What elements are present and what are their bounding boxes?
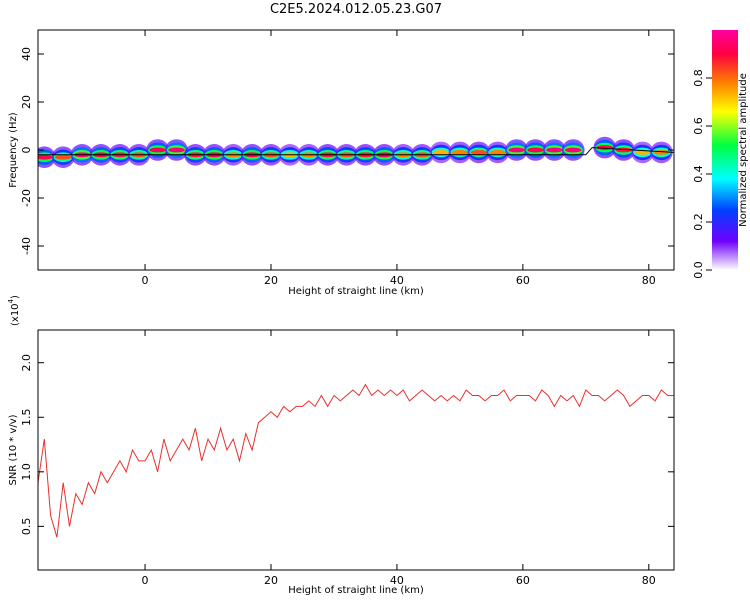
x-tick-label: 60 (516, 574, 530, 587)
snr-frame (37, 329, 675, 571)
colorbar-tick-label: 0.4 (692, 165, 705, 183)
heatmap-cell (38, 154, 53, 160)
figure-title: C2E5.2024.012.05.23.G07 (270, 2, 442, 17)
y-tick-label: 20 (20, 95, 33, 109)
colorbar-tick-label: 0.8 (692, 69, 705, 87)
snr-multiplier-close: ) (10, 295, 21, 299)
snr-panel: 0 20 40 60 80 0.5 1.0 1.5 2.0 Height of straight… (7, 295, 675, 596)
colorbar: 0.0 0.2 0.4 0.6 0.8 Normalized spectral ampl… (692, 30, 749, 279)
y-tick-label: 0 (20, 147, 33, 154)
heatmap-cell (489, 150, 506, 155)
x-tick-label: 40 (390, 274, 404, 287)
colorbar-tick-label: 0.0 (692, 261, 705, 279)
heatmap-cell (149, 147, 166, 153)
spectrogram-ticks: 0 20 40 60 80 -40 -20 0 20 40 (20, 30, 674, 287)
spectrogram-xlabel: Height of straight line (km) (288, 286, 424, 297)
snr-ticks: 0 20 40 60 80 0.5 1.0 1.5 2.0 (20, 330, 674, 587)
snr-ylabel: SNR (10 * v/v) (8, 414, 19, 485)
colorbar-tick-label: 0.2 (692, 213, 705, 231)
spectrogram-panel: 0 20 40 60 80 -40 -20 0 20 40 Height of straight … (8, 29, 675, 297)
heatmap-cell (470, 150, 487, 155)
snr-multiplier-base: (x10 (10, 303, 21, 326)
track-lines (38, 147, 674, 156)
track-line (38, 147, 674, 156)
heatmap-cell (565, 147, 582, 153)
heatmap-cell (508, 147, 525, 153)
y-tick-label: 2.0 (20, 354, 33, 372)
snr-line (38, 383, 674, 538)
y-tick-label: -20 (20, 189, 33, 207)
x-tick-label: 80 (642, 274, 656, 287)
colorbar-ticks: 0.0 0.2 0.4 0.6 0.8 (692, 69, 712, 279)
snr-series (38, 383, 674, 538)
y-tick-label: 1.5 (20, 409, 33, 427)
x-tick-label: 0 (142, 274, 149, 287)
heatmap-cell (168, 147, 185, 153)
snr-multiplier-exp: 4 (7, 298, 15, 303)
y-tick-label: 0.5 (20, 518, 33, 536)
snr-xlabel: Height of straight line (km) (288, 585, 424, 596)
heatmap-cell (432, 150, 450, 155)
snr-multiplier: (x104) (7, 295, 21, 326)
x-tick-label: 0 (142, 574, 149, 587)
heatmap-cell (527, 147, 544, 153)
x-tick-label: 20 (264, 274, 278, 287)
colorbar-gradient (712, 30, 738, 270)
heatmap-cell (451, 150, 469, 155)
colorbar-label: Normalized spectral amplitude (738, 73, 749, 227)
spectrogram-ylabel: Frequency (Hz) (8, 112, 19, 188)
x-tick-label: 80 (642, 574, 656, 587)
x-tick-label: 60 (516, 274, 530, 287)
colorbar-tick-label: 0.6 (692, 117, 705, 135)
y-tick-label: 1.0 (20, 463, 33, 481)
heatmap-cell (546, 147, 563, 153)
heatmap-cell (55, 154, 72, 160)
spectrogram-cells (38, 136, 673, 168)
y-tick-label: -40 (20, 237, 33, 255)
x-tick-label: 40 (390, 574, 404, 587)
y-tick-label: 40 (20, 47, 33, 61)
x-tick-label: 20 (264, 574, 278, 587)
